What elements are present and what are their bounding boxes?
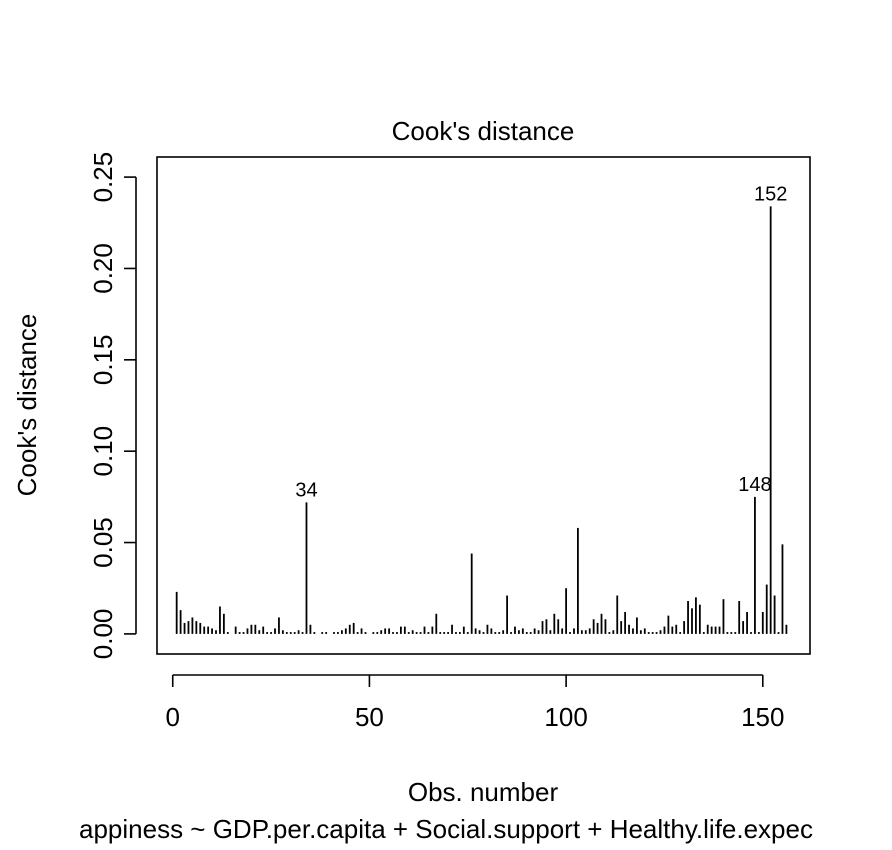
y-tick-label: 0.00 xyxy=(88,609,118,660)
x-tick-label: 50 xyxy=(355,702,384,732)
y-tick-label: 0.15 xyxy=(88,335,118,386)
point-labels-group: 34 148 152 xyxy=(295,183,787,501)
y-tick-label: 0.20 xyxy=(88,243,118,294)
chart-title: Cook's distance xyxy=(392,116,575,146)
y-axis: 0.00 0.05 0.10 0.15 0.20 0.25 xyxy=(88,152,137,660)
x-tick-label: 150 xyxy=(741,702,784,732)
point-label-34: 34 xyxy=(295,479,317,501)
y-axis-label: Cook's distance xyxy=(12,314,42,497)
bars-group xyxy=(175,206,788,634)
x-tick-label: 100 xyxy=(544,702,587,732)
y-tick-label: 0.25 xyxy=(88,152,118,203)
point-label-148: 148 xyxy=(738,474,771,496)
plot-frame xyxy=(156,156,811,655)
point-label-152: 152 xyxy=(754,183,787,205)
model-formula-caption: appiness ~ GDP.per.capita + Social.suppo… xyxy=(79,814,813,844)
x-axis-label: Obs. number xyxy=(408,777,559,807)
y-tick-label: 0.05 xyxy=(88,517,118,568)
y-tick-label: 0.10 xyxy=(88,426,118,477)
x-tick-label: 0 xyxy=(166,702,180,732)
x-axis: 0 50 100 150 xyxy=(166,674,784,732)
